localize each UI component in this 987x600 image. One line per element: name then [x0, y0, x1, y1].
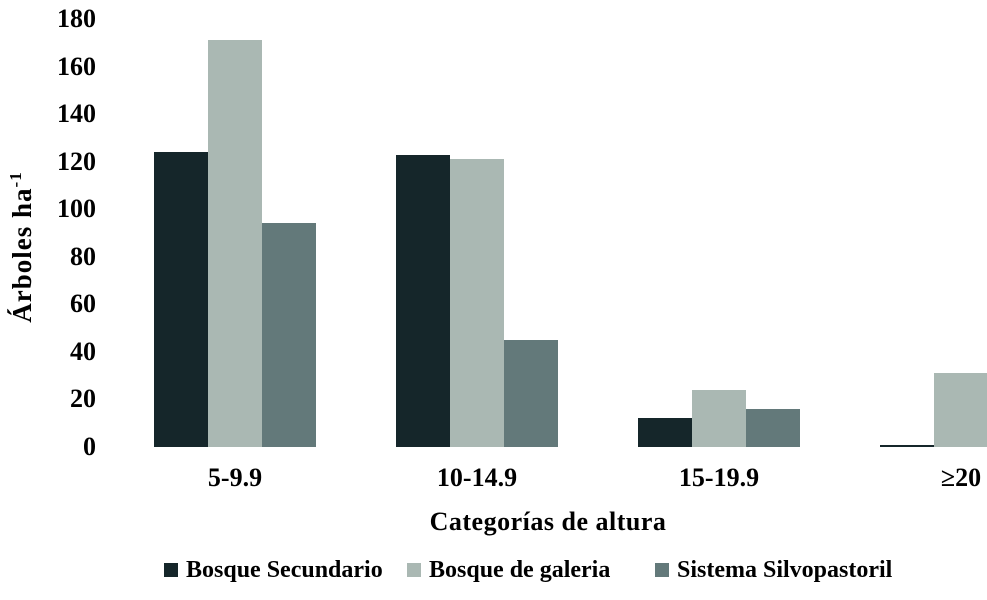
- legend-label: Sistema Silvopastoril: [677, 556, 893, 583]
- x-category-label: ≥20: [940, 463, 982, 492]
- y-tick-label: 100: [57, 194, 96, 224]
- bar-bosque-secundario: [396, 155, 450, 447]
- legend-swatch-icon: [164, 563, 178, 577]
- legend-item-bosque-de-galeria: Bosque de galeria: [407, 554, 610, 586]
- x-category-label: 5-9.9: [207, 463, 263, 492]
- y-tick-label: 40: [70, 336, 96, 366]
- bar-sistema-silvopastoril: [262, 223, 316, 447]
- bar-bosque-secundario: [880, 445, 934, 447]
- legend-label: Bosque Secundario: [186, 556, 383, 583]
- y-tick-label: 60: [70, 289, 96, 319]
- legend-item-sistema-silvopastoril: Sistema Silvopastoril: [655, 554, 892, 586]
- y-tick-label: 120: [57, 146, 96, 176]
- y-tick-label: 140: [57, 99, 96, 129]
- bar-bosque-de-galeria: [208, 40, 262, 447]
- y-tick-label: 80: [70, 241, 96, 271]
- legend-swatch-icon: [407, 563, 421, 577]
- y-tick-label: 160: [57, 51, 96, 81]
- legend-item-bosque-secundario: Bosque Secundario: [164, 554, 383, 586]
- bar-sistema-silvopastoril: [504, 340, 558, 447]
- legend-swatch-icon: [655, 563, 669, 577]
- bar-sistema-silvopastoril: [746, 409, 800, 447]
- x-axis-title: Categorías de altura: [429, 507, 667, 536]
- x-category-label: 10-14.9: [436, 463, 518, 492]
- y-tick-label: 20: [70, 384, 96, 414]
- bar-bosque-de-galeria: [450, 159, 504, 447]
- y-tick-label: 0: [83, 432, 96, 461]
- x-category-label: 15-19.9: [678, 463, 760, 492]
- y-tick-label: 180: [57, 4, 96, 33]
- bar-bosque-de-galeria: [692, 390, 746, 447]
- bar-bosque-secundario: [154, 152, 208, 447]
- bar-bosque-secundario: [638, 418, 692, 447]
- bar-bosque-de-galeria: [934, 373, 987, 447]
- legend-label: Bosque de galeria: [429, 556, 611, 583]
